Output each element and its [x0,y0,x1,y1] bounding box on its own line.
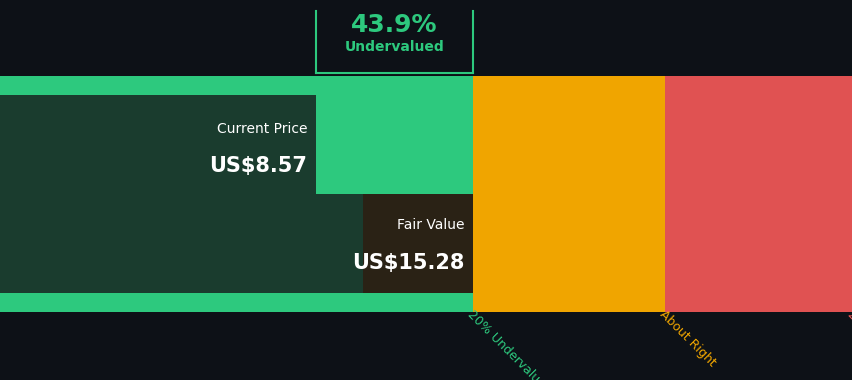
Text: US$15.28: US$15.28 [352,253,464,273]
Bar [0,76,473,312]
Bar [0,95,315,194]
Bar [0,194,473,293]
Text: 43.9%: 43.9% [351,13,437,37]
Text: 20% Undervalued: 20% Undervalued [464,308,553,380]
Text: Fair Value: Fair Value [397,218,464,233]
Bar [665,76,852,312]
Bar [362,194,473,293]
Text: Undervalued: Undervalued [344,40,444,54]
Text: 20% Overvalued: 20% Overvalued [843,308,852,380]
Bar [473,76,665,312]
Text: Current Price: Current Price [216,122,307,136]
Text: About Right: About Right [656,308,717,369]
Text: US$8.57: US$8.57 [209,156,307,176]
